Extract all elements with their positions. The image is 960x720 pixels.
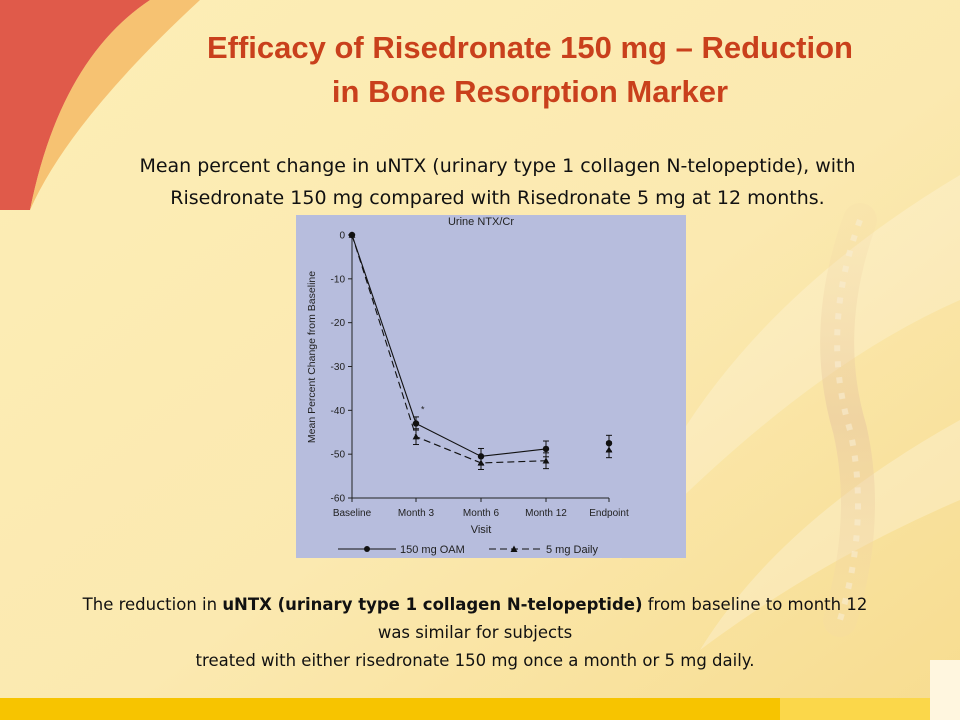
chart-series: * xyxy=(348,231,613,471)
legend-marker-triangle xyxy=(510,545,518,552)
slide-title-line-1: Efficacy of Risedronate 150 mg – Reducti… xyxy=(206,30,853,65)
data-point-circle xyxy=(542,445,550,453)
y-tick-label: -30 xyxy=(331,362,346,373)
legend-label-2: 5 mg Daily xyxy=(546,544,598,556)
chart-panel: Urine NTX/Cr Mean Percent Change from Ba… xyxy=(296,215,686,558)
series-line-2 xyxy=(351,234,547,464)
data-point-circle xyxy=(412,420,420,427)
slide-subtitle: Mean percent change in uNTX (urinary typ… xyxy=(40,150,955,214)
caption-text-start: The reduction in xyxy=(82,595,223,614)
slide-caption: The reduction in uNTX (urinary type 1 co… xyxy=(20,591,930,675)
caption-line-3: treated with either risedronate 150 mg o… xyxy=(195,651,755,670)
caption-text-end: from baseline to month 12 xyxy=(642,595,868,614)
slide-subtitle-line-1: Mean percent change in uNTX (urinary typ… xyxy=(139,155,856,177)
y-tick-label: -40 xyxy=(331,406,346,417)
slide-title: Efficacy of Risedronate 150 mg – Reducti… xyxy=(100,26,960,114)
chart-title: Urine NTX/Cr xyxy=(448,216,514,228)
legend-marker-circle xyxy=(364,546,370,552)
x-tick-label: Endpoint xyxy=(589,508,629,519)
y-tick-label: -60 xyxy=(331,494,346,505)
x-tick-label: Month 6 xyxy=(463,508,500,519)
y-tick-label: -50 xyxy=(331,450,346,461)
x-tick-label: Month 3 xyxy=(398,508,435,519)
series-line-1 xyxy=(351,234,547,457)
chart-legend: 150 mg OAM 5 mg Daily xyxy=(338,544,598,556)
slide-subtitle-line-2: Risedronate 150 mg compared with Risedro… xyxy=(170,187,825,209)
slide-title-line-2: in Bone Resorption Marker xyxy=(331,74,729,109)
caption-line-2: was similar for subjects xyxy=(377,623,573,642)
legend-label-1: 150 mg OAM xyxy=(400,544,465,556)
y-tick-label: 0 xyxy=(339,231,345,242)
x-tick-label: Month 12 xyxy=(525,508,567,519)
data-point-triangle xyxy=(477,459,485,466)
line-chart: Urine NTX/Cr Mean Percent Change from Ba… xyxy=(306,216,629,556)
y-tick-label: -20 xyxy=(331,318,346,329)
y-axis-label: Mean Percent Change from Baseline xyxy=(306,271,318,443)
data-point-triangle xyxy=(412,433,420,440)
x-tick-label: Baseline xyxy=(333,508,372,519)
caption-line-1: The reduction in uNTX (urinary type 1 co… xyxy=(20,591,930,619)
data-point-triangle xyxy=(605,446,613,453)
chart-axes: 0 -10 -20 -30 -40 -50 -60 Baseline Month 3 Month … xyxy=(331,231,629,520)
data-point-triangle xyxy=(348,231,356,238)
caption-bold-term: uNTX (urinary type 1 collagen N-telopept… xyxy=(222,595,643,614)
x-axis-label: Visit xyxy=(471,524,492,536)
significance-marker: * xyxy=(421,405,425,415)
data-point-triangle xyxy=(542,457,550,464)
y-tick-label: -10 xyxy=(331,274,346,285)
